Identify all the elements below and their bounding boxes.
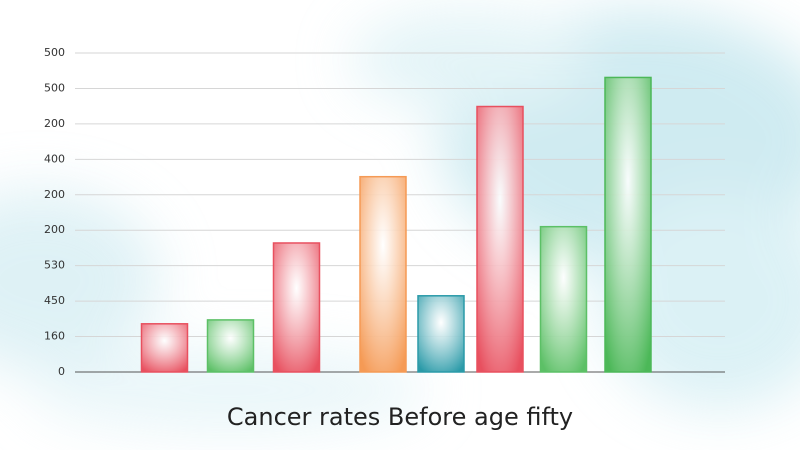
y-tick-label: 500 [44, 81, 65, 94]
y-tick-label: 200 [44, 188, 65, 201]
bar [417, 295, 465, 373]
bar [476, 105, 524, 373]
y-tick-label: 200 [44, 117, 65, 130]
bar [272, 242, 321, 373]
y-tick-label: 0 [58, 365, 65, 378]
y-tick-label: 200 [44, 223, 65, 236]
y-tick-label: 160 [44, 330, 65, 343]
bar [539, 225, 588, 373]
bar [604, 76, 652, 373]
y-tick-label: 400 [44, 152, 65, 165]
bar [206, 319, 255, 373]
y-tick-label: 530 [44, 259, 65, 272]
bar [140, 323, 189, 373]
chart-title: Cancer rates Before age fifty [227, 403, 573, 431]
y-tick-label: 450 [44, 294, 65, 307]
y-tick-label: 500 [44, 46, 65, 59]
bar [359, 175, 407, 373]
